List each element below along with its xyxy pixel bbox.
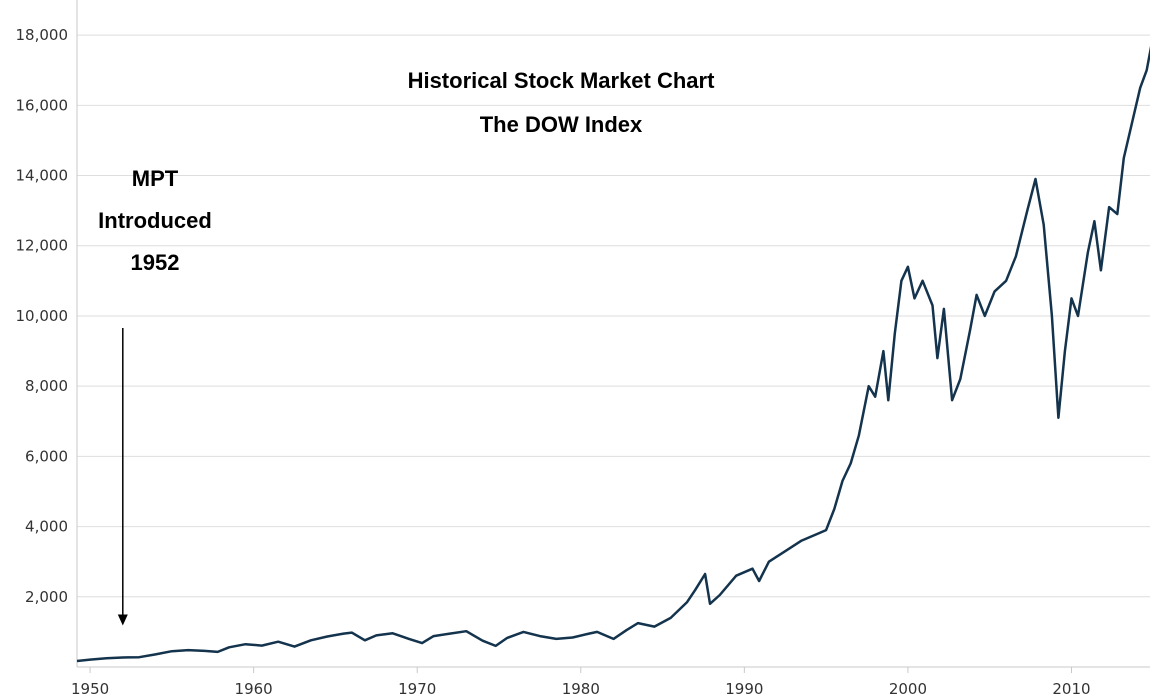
annotation-line-1: MPT: [132, 166, 179, 191]
y-tick-label: 6,000: [25, 447, 68, 465]
chart-title: Historical Stock Market Chart: [408, 68, 716, 93]
series-layer: [76, 45, 1150, 663]
annotation-line-2: Introduced: [98, 208, 212, 233]
y-tick-label: 2,000: [25, 588, 68, 606]
x-axis-ticks: 1950 1960 1970 1980 1990 2000 2010: [71, 667, 1091, 698]
y-tick-label: 10,000: [16, 307, 69, 325]
annotation-line-3: 1952: [131, 250, 180, 275]
gridlines: [77, 34, 1150, 598]
x-tick-label: 1950: [71, 680, 109, 698]
y-tick-label: 4,000: [25, 518, 68, 536]
dow-index-line: [76, 45, 1150, 663]
x-tick-label: 2000: [889, 680, 927, 698]
y-tick-label: 8,000: [25, 377, 68, 395]
x-tick-label: 1960: [235, 680, 273, 698]
y-axis-ticks: 2,000 4,000 6,000 8,000 10,000 12,000 14,000 16…: [16, 26, 69, 606]
y-tick-label: 16,000: [16, 96, 69, 114]
annotation-arrowhead: [117, 614, 128, 626]
y-tick-label: 18,000: [16, 26, 69, 44]
x-tick-label: 1970: [398, 680, 436, 698]
x-tick-label: 1980: [562, 680, 600, 698]
y-tick-label: 12,000: [16, 237, 69, 255]
y-tick-label: 14,000: [16, 167, 69, 185]
x-tick-label: 1990: [725, 680, 763, 698]
mpt-annotation: MPT Introduced 1952: [98, 166, 212, 626]
chart-subtitle: The DOW Index: [480, 112, 643, 137]
x-tick-label: 2010: [1052, 680, 1090, 698]
